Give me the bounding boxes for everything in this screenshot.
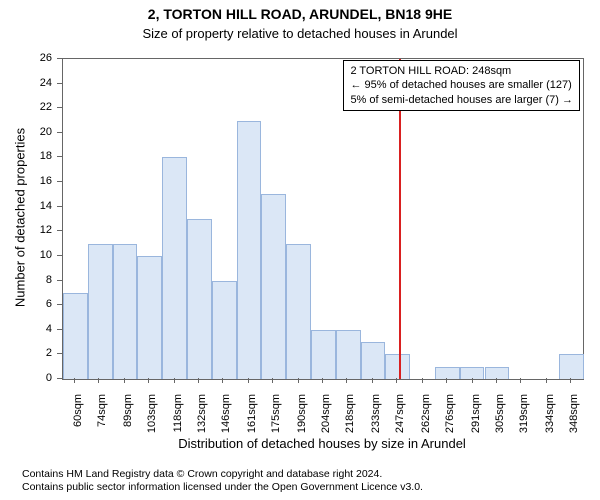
histogram-bar: [113, 244, 138, 379]
x-tick-mark: [496, 378, 497, 383]
y-tick-mark: [57, 255, 62, 256]
x-tick-label: 60sqm: [72, 394, 84, 444]
y-tick-label: 26: [0, 52, 52, 64]
histogram-bar: [162, 157, 187, 379]
chart-title-line1: 2, TORTON HILL ROAD, ARUNDEL, BN18 9HE: [0, 6, 600, 22]
y-tick-label: 2: [0, 347, 52, 359]
y-tick-mark: [57, 107, 62, 108]
x-tick-mark: [372, 378, 373, 383]
y-tick-mark: [57, 58, 62, 59]
y-tick-mark: [57, 132, 62, 133]
y-tick-label: 10: [0, 249, 52, 261]
histogram-bar: [311, 330, 336, 379]
x-tick-mark: [272, 378, 273, 383]
x-tick-label: 218sqm: [344, 394, 356, 444]
footer-line1: Contains HM Land Registry data © Crown c…: [22, 468, 423, 481]
histogram-bar: [261, 194, 286, 379]
histogram-bar: [286, 244, 311, 379]
y-tick-label: 12: [0, 224, 52, 236]
x-tick-label: 305sqm: [494, 394, 506, 444]
y-tick-label: 14: [0, 200, 52, 212]
y-tick-mark: [57, 206, 62, 207]
x-tick-mark: [346, 378, 347, 383]
x-tick-mark: [570, 378, 571, 383]
y-tick-mark: [57, 329, 62, 330]
annotation-line1: 2 TORTON HILL ROAD: 248sqm: [350, 64, 573, 78]
histogram-bar: [88, 244, 113, 379]
histogram-bar: [336, 330, 361, 379]
x-tick-mark: [446, 378, 447, 383]
y-tick-label: 20: [0, 126, 52, 138]
histogram-bar: [361, 342, 386, 379]
x-tick-label: 204sqm: [320, 394, 332, 444]
x-tick-label: 233sqm: [370, 394, 382, 444]
x-tick-label: 319sqm: [518, 394, 530, 444]
footer-line2: Contains public sector information licen…: [22, 481, 423, 494]
x-tick-mark: [124, 378, 125, 383]
x-tick-mark: [396, 378, 397, 383]
y-tick-mark: [57, 304, 62, 305]
y-tick-label: 6: [0, 298, 52, 310]
y-tick-label: 16: [0, 175, 52, 187]
x-tick-label: 146sqm: [220, 394, 232, 444]
x-tick-label: 262sqm: [420, 394, 432, 444]
y-tick-mark: [57, 83, 62, 84]
x-tick-label: 74sqm: [96, 394, 108, 444]
y-tick-mark: [57, 156, 62, 157]
y-tick-mark: [57, 353, 62, 354]
annotation-line3: 5% of semi-detached houses are larger (7…: [350, 93, 573, 107]
x-tick-mark: [222, 378, 223, 383]
x-tick-label: 103sqm: [146, 394, 158, 444]
histogram-bar: [212, 281, 237, 379]
histogram-bar: [187, 219, 212, 379]
chart-title-line2: Size of property relative to detached ho…: [0, 26, 600, 41]
x-tick-label: 348sqm: [568, 394, 580, 444]
histogram-bar: [559, 354, 584, 379]
x-tick-mark: [546, 378, 547, 383]
y-tick-mark: [57, 378, 62, 379]
y-tick-label: 0: [0, 372, 52, 384]
x-tick-mark: [174, 378, 175, 383]
x-tick-mark: [422, 378, 423, 383]
x-tick-label: 334sqm: [544, 394, 556, 444]
x-tick-mark: [520, 378, 521, 383]
x-tick-label: 247sqm: [394, 394, 406, 444]
histogram-bar: [137, 256, 162, 379]
histogram-bar: [237, 121, 262, 379]
footer-text: Contains HM Land Registry data © Crown c…: [22, 468, 423, 494]
annotation-line2: ← 95% of detached houses are smaller (12…: [350, 78, 573, 92]
y-tick-mark: [57, 181, 62, 182]
x-tick-mark: [248, 378, 249, 383]
histogram-bar: [435, 367, 460, 379]
histogram-bar: [63, 293, 88, 379]
x-tick-mark: [322, 378, 323, 383]
x-tick-mark: [74, 378, 75, 383]
y-tick-mark: [57, 230, 62, 231]
y-tick-label: 18: [0, 150, 52, 162]
x-tick-mark: [298, 378, 299, 383]
x-tick-mark: [198, 378, 199, 383]
y-axis-label: Number of detached properties: [13, 118, 28, 318]
x-tick-mark: [98, 378, 99, 383]
y-tick-mark: [57, 280, 62, 281]
chart-container: { "title": { "line1": "2, TORTON HILL RO…: [0, 0, 600, 500]
annotation-box: 2 TORTON HILL ROAD: 248sqm ← 95% of deta…: [343, 60, 580, 111]
y-tick-label: 24: [0, 77, 52, 89]
x-tick-mark: [148, 378, 149, 383]
x-tick-label: 175sqm: [270, 394, 282, 444]
x-tick-label: 132sqm: [196, 394, 208, 444]
x-tick-label: 190sqm: [296, 394, 308, 444]
histogram-bar: [385, 354, 410, 379]
y-tick-label: 22: [0, 101, 52, 113]
y-tick-label: 8: [0, 274, 52, 286]
x-tick-mark: [472, 378, 473, 383]
y-tick-label: 4: [0, 323, 52, 335]
x-tick-label: 89sqm: [122, 394, 134, 444]
x-tick-label: 276sqm: [444, 394, 456, 444]
x-tick-label: 291sqm: [470, 394, 482, 444]
x-tick-label: 118sqm: [172, 394, 184, 444]
x-tick-label: 161sqm: [246, 394, 258, 444]
